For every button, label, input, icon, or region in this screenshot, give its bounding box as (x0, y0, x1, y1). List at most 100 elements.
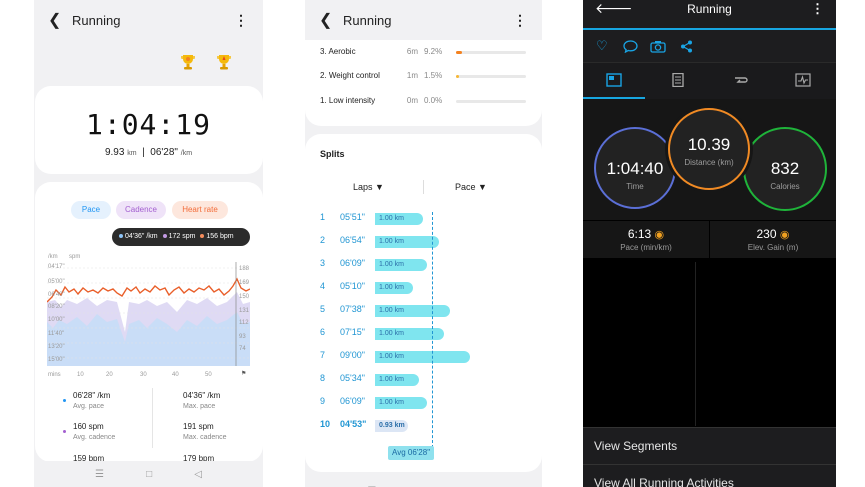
elev-label: Elev. Gain (m) (747, 243, 799, 252)
screen-title: Running (687, 2, 732, 16)
pace-tick: 08'20" (48, 304, 65, 310)
tab-charts-icon[interactable] (795, 73, 811, 87)
recent-apps-icon[interactable]: ☰ (367, 486, 376, 487)
zone-bar-fill (456, 75, 459, 78)
more-options-icon[interactable]: ⋮ (234, 11, 248, 28)
distance-circle: 10.39 Distance (km) (668, 108, 750, 190)
max-pace-label: Max. pace (183, 403, 216, 410)
view-all-running-link[interactable]: View All Running Activities (583, 464, 836, 487)
zone-percent: 9.2% (424, 47, 443, 56)
lap-number: 6 (320, 327, 326, 337)
calories-circle: 832 Calories (743, 127, 827, 211)
pace-value: 06'28" (150, 147, 178, 158)
home-icon[interactable]: □ (146, 468, 153, 480)
header: ❮ Running ⋮ (34, 0, 263, 40)
pace-value-row: 6:13 ◉ (583, 227, 709, 241)
distance-label: Distance (km) (684, 158, 734, 167)
lap-number: 9 (320, 396, 326, 406)
samsung-summary-screen: ❮ Running ⋮ 1:04:19 9.93 km | 06'28" /km… (34, 0, 263, 487)
tab-cadence[interactable]: Cadence (116, 201, 166, 219)
lap-distance: 1.00 km (379, 238, 404, 245)
tab-stats-icon[interactable] (670, 73, 686, 87)
stats-divider (152, 388, 153, 448)
lap-pace: 09'00" (340, 350, 365, 360)
x-tick: 10 (77, 372, 84, 378)
back-nav-icon[interactable]: ◁ (472, 486, 480, 487)
zone-time: 0m (406, 96, 418, 105)
summary-card (35, 86, 263, 174)
pace-tick: 05'00" (48, 279, 65, 285)
tab-pace[interactable]: Pace (71, 201, 111, 219)
zone-row: 2. Weight control 1m 1.5% (320, 71, 527, 83)
samsung-splits-screen: ❮ Running ⋮ 3. Aerobic 6m 9.2% 2. Weight… (305, 0, 542, 487)
screen-title: Running (343, 12, 392, 28)
active-tab-indicator (583, 97, 645, 100)
share-icon[interactable] (680, 40, 693, 53)
zone-bar (456, 51, 526, 54)
zone-name: 1. Low intensity (320, 96, 376, 105)
zone-percent: 0.0% (424, 96, 443, 105)
lap-number: 5 (320, 304, 326, 314)
pace-tick: 04'17" (48, 264, 65, 270)
tab-laps-icon[interactable] (732, 73, 748, 87)
tooltip-cadence: 172 spm (168, 233, 196, 240)
comment-icon[interactable] (623, 40, 638, 53)
right-tick: 188 (239, 266, 250, 272)
lap-distance: 1.00 km (379, 330, 404, 337)
back-arrow-icon[interactable]: ❮ (319, 12, 333, 29)
tab-heart-rate[interactable]: Heart rate (172, 201, 228, 219)
camera-icon[interactable] (650, 40, 666, 53)
summary-circles: 1:04:40 Time 832 Calories 10.39 Distance… (583, 99, 836, 220)
calories-value: 832 (770, 159, 800, 178)
zone-time: 1m (406, 71, 418, 80)
pace-dot (63, 399, 66, 402)
heart-rate-line (47, 277, 250, 303)
pace-tick: 13'20" (48, 344, 65, 350)
cadence-dot (63, 430, 66, 433)
lap-number: 10 (320, 419, 331, 429)
lap-pace-bar: 1.00 km (375, 236, 439, 248)
lap-number: 2 (320, 235, 326, 245)
tab-summary-icon[interactable] (606, 73, 622, 87)
distance-pace-line: 9.93 km | 06'28" /km (104, 147, 193, 158)
view-segments-link[interactable]: View Segments (583, 427, 836, 464)
like-heart-icon[interactable]: ♡ (596, 38, 608, 53)
more-options-icon[interactable]: ⋮ (811, 1, 824, 16)
pace-dropdown[interactable]: Pace ▼ (455, 182, 487, 192)
pace-axis-unit: /km (48, 254, 58, 260)
calories-label: Calories (770, 182, 800, 191)
x-tick: 30 (140, 372, 147, 378)
avg-hr-value: 159 bpm (73, 454, 105, 463)
avg-cadence-value: 160 spm (73, 422, 104, 431)
lap-distance: 1.00 km (379, 399, 404, 406)
lap-distance: 1.00 km (379, 376, 404, 383)
avg-cadence-label: Avg. cadence (73, 434, 116, 441)
pace-dot (119, 234, 123, 239)
lap-pace: 06'54" (340, 235, 365, 245)
max-cadence-label: Max. cadence (183, 434, 227, 441)
recent-apps-icon[interactable]: ☰ (95, 468, 105, 480)
max-hr-value: 179 bpm (183, 454, 215, 463)
lap-number: 4 (320, 281, 326, 291)
pace-tick: 11'40" (48, 331, 65, 337)
time-circle: 1:04:40 Time (594, 127, 676, 209)
splits-title: Splits (320, 149, 345, 159)
laps-dropdown[interactable]: Laps ▼ (353, 182, 384, 192)
back-arrow-icon[interactable]: 🡐 (595, 0, 633, 16)
back-nav-icon[interactable]: ◁ (194, 468, 202, 480)
map-divider (695, 262, 696, 426)
lap-number: 8 (320, 373, 326, 383)
laps-label: Laps (353, 182, 373, 192)
lap-pace: 05'34" (340, 373, 365, 383)
cadence-dot (162, 234, 167, 239)
distance-unit: km (127, 150, 137, 157)
back-arrow-icon[interactable]: ❮ (48, 12, 62, 29)
more-options-icon[interactable]: ⋮ (513, 11, 527, 28)
home-icon[interactable]: □ (421, 486, 427, 487)
zone-percent: 1.5% (424, 71, 443, 80)
lap-distance: 1.00 km (379, 261, 404, 268)
max-cadence-value: 191 spm (183, 422, 214, 431)
right-tick: 93 (239, 334, 246, 340)
pace-tick: 06'40" (48, 292, 65, 298)
zone-row: 1. Low intensity 0m 0.0% (320, 96, 527, 108)
